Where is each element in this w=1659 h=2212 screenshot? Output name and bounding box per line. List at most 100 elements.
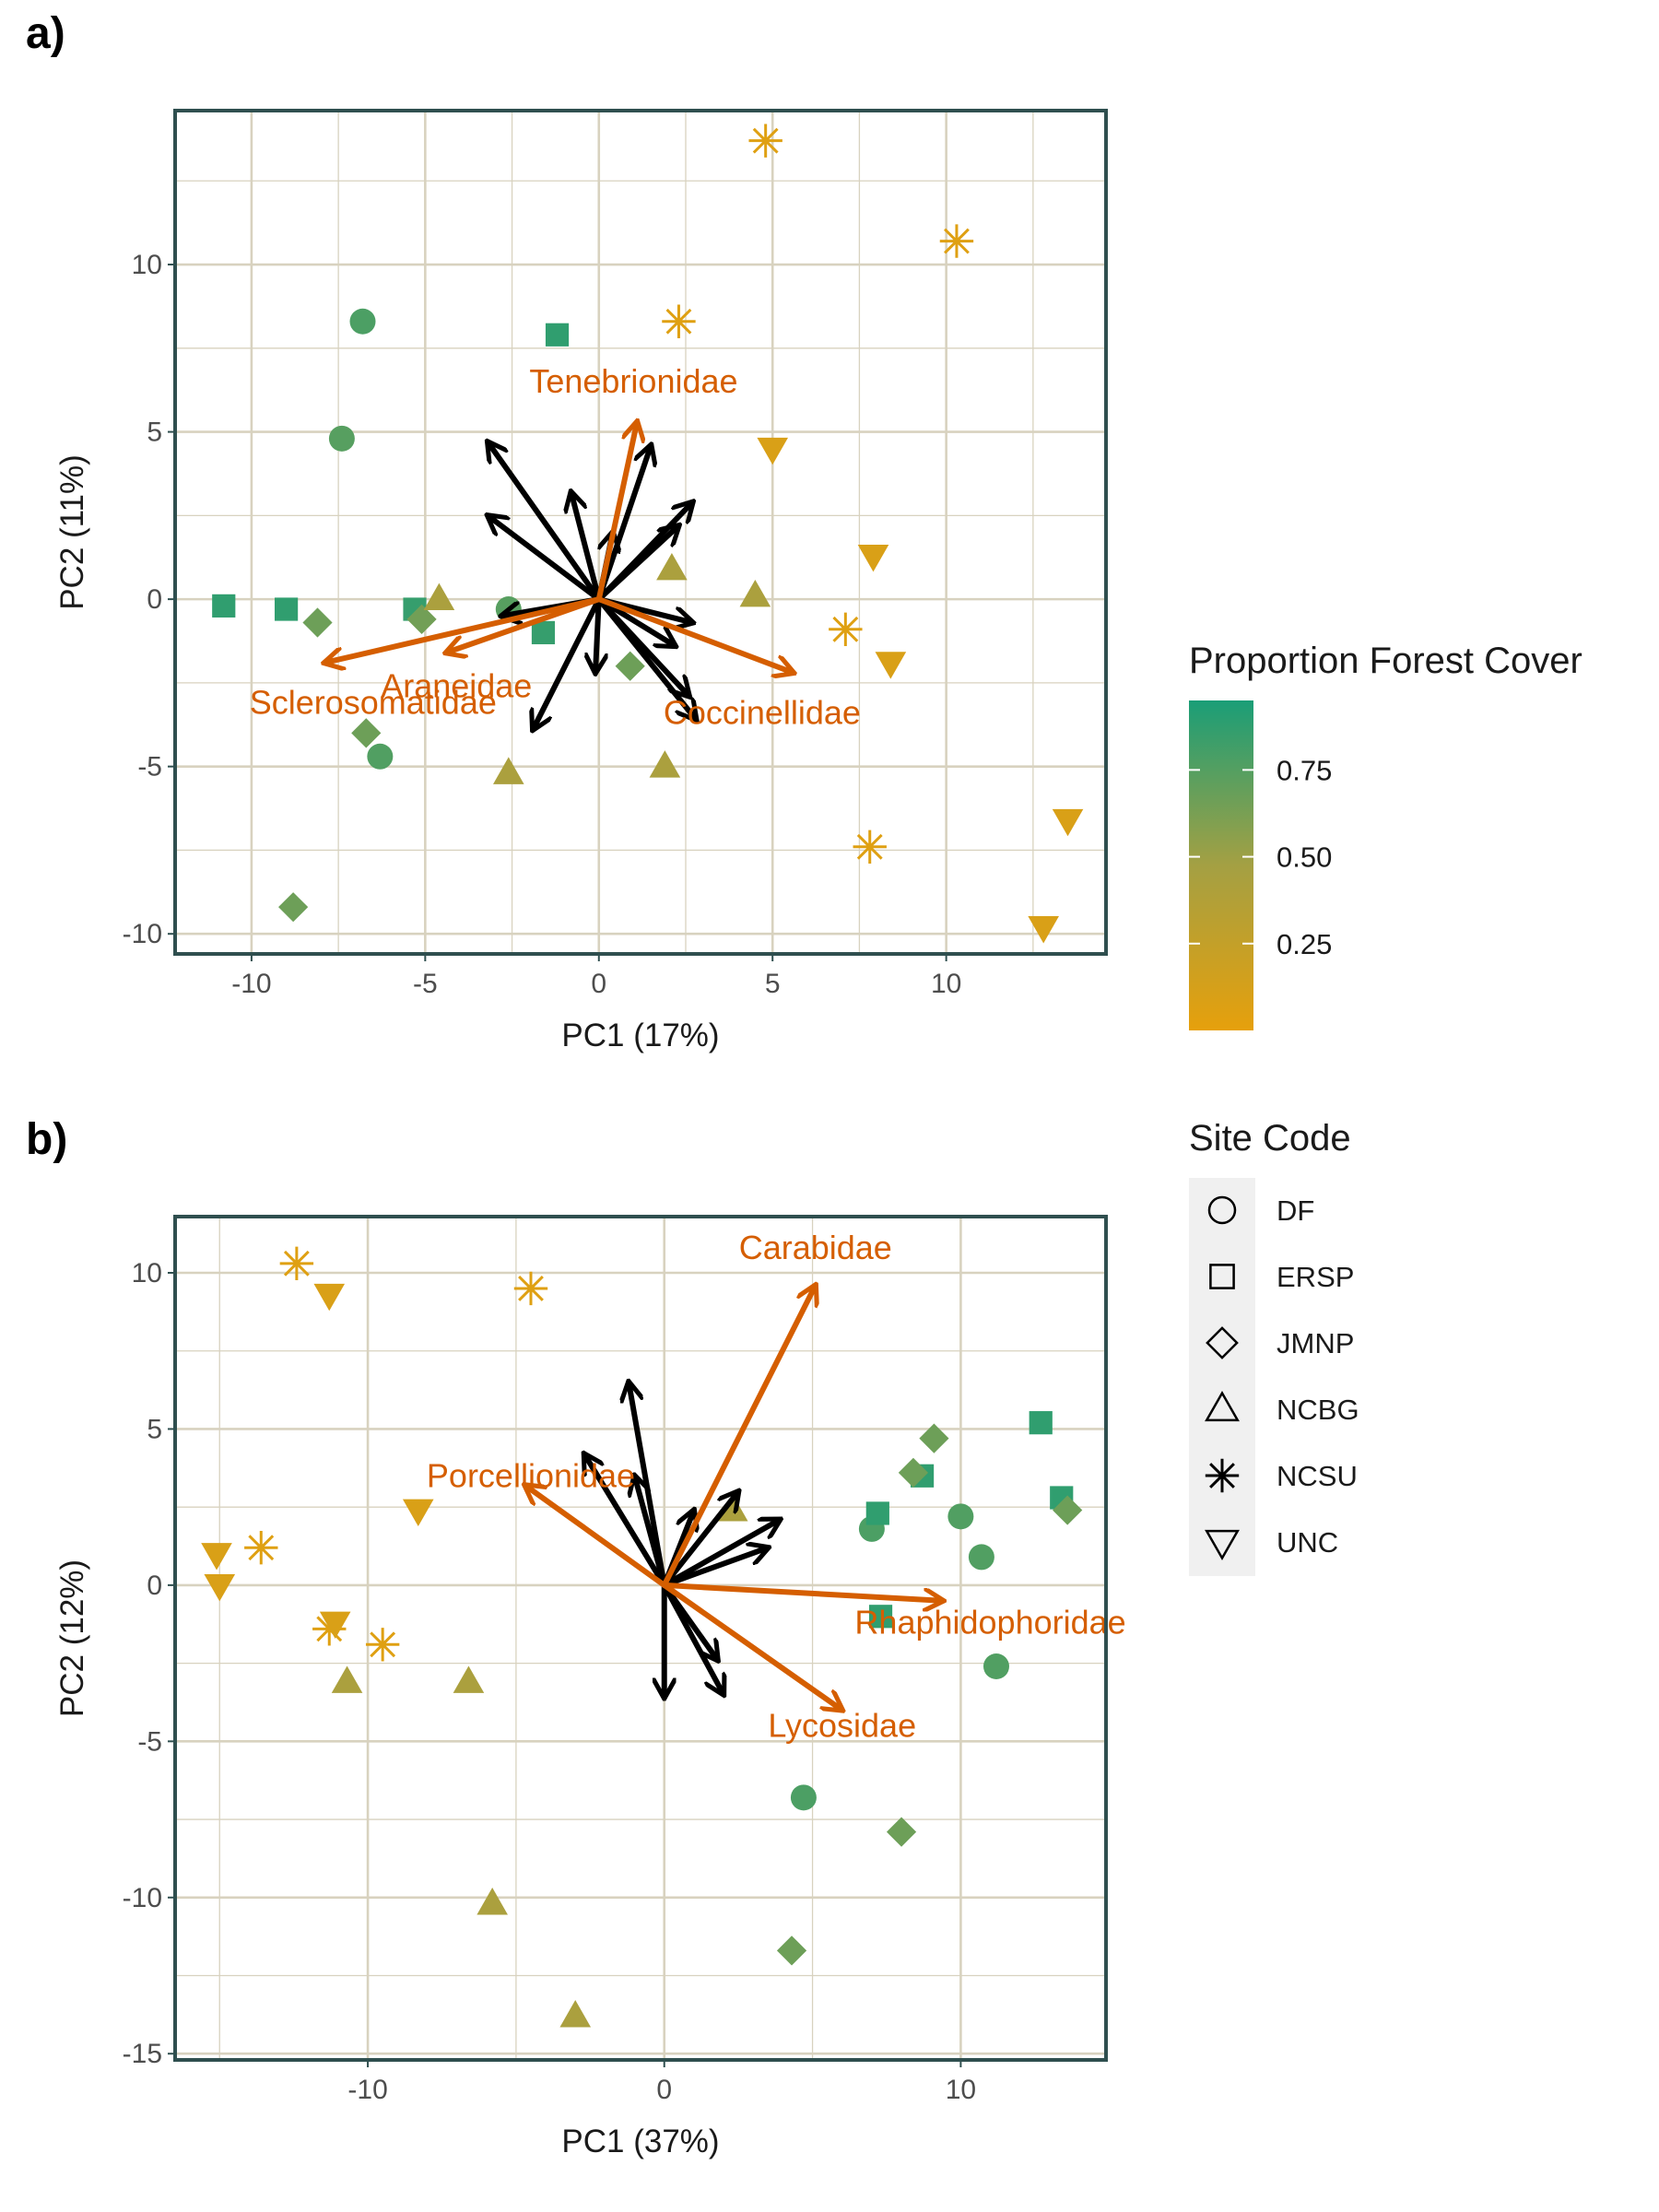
loading-arrow-rhaphidophoridae bbox=[661, 1582, 943, 1601]
y-tick-label: -5 bbox=[137, 752, 162, 782]
x-tick-label: -10 bbox=[231, 969, 271, 999]
family-vectors bbox=[584, 1382, 780, 1698]
shape-legend: Site Code DF ERSP JMNP NCBG NCSU UNC bbox=[1189, 1118, 1359, 1576]
point-jmnp bbox=[615, 651, 645, 681]
point-df bbox=[982, 1653, 1009, 1679]
vector-arrow bbox=[661, 1582, 718, 1660]
point-ncbg bbox=[331, 1665, 363, 1693]
x-tick-label: -5 bbox=[413, 969, 438, 999]
point-jmnp bbox=[898, 1457, 929, 1488]
y-tick-label: 5 bbox=[147, 1414, 162, 1444]
y-axis-title: PC2 (12%) bbox=[54, 1559, 90, 1717]
color-legend-ticks: 0.75 0.50 0.25 bbox=[1189, 754, 1332, 960]
shape-legend-items: DF ERSP JMNP NCBG NCSU UNC bbox=[1205, 1194, 1359, 1561]
vector-arrow bbox=[488, 515, 602, 603]
point-jmnp bbox=[278, 892, 309, 923]
color-legend: Proportion Forest Cover 0.75 0.50 0.25 bbox=[1189, 641, 1583, 1030]
points bbox=[212, 124, 1084, 944]
legend-item-ncsu: NCSU bbox=[1205, 1458, 1358, 1493]
point-ncsu bbox=[829, 612, 863, 646]
vector-arrow bbox=[595, 445, 652, 603]
point-ncsu bbox=[939, 224, 974, 258]
point-ncsu bbox=[312, 1612, 347, 1646]
point-ncbg bbox=[649, 750, 681, 778]
loading-arrow-lycosidae bbox=[661, 1582, 842, 1711]
point-jmnp bbox=[1053, 1495, 1083, 1525]
x-tick-label: 0 bbox=[656, 2075, 672, 2105]
point-unc bbox=[201, 1543, 232, 1571]
point-ncbg bbox=[423, 582, 455, 611]
circle-icon bbox=[1207, 1195, 1237, 1225]
x-tick-label: 5 bbox=[765, 969, 781, 999]
point-ncsu bbox=[748, 124, 782, 158]
vector-arrow bbox=[635, 1476, 667, 1588]
triangle-icon bbox=[1205, 1390, 1240, 1422]
grid bbox=[175, 111, 1106, 954]
point-ncbg bbox=[453, 1665, 485, 1693]
x-tick-label: 0 bbox=[591, 969, 606, 999]
loading-label-porcellionidae: Porcellionidae bbox=[427, 1456, 635, 1494]
point-df bbox=[790, 1784, 817, 1811]
grid bbox=[175, 1217, 1106, 2060]
triangle-down-icon bbox=[1205, 1529, 1240, 1561]
vector-arrow bbox=[595, 596, 599, 673]
point-df bbox=[367, 743, 394, 770]
legend-item-unc: UNC bbox=[1205, 1526, 1338, 1561]
panel-border bbox=[173, 109, 1108, 956]
y-tick-label: 0 bbox=[147, 584, 162, 615]
loading-arrow-araneidae bbox=[446, 596, 602, 653]
color-tick-label: 0.25 bbox=[1277, 928, 1332, 960]
point-jmnp bbox=[351, 718, 382, 748]
point-ncbg bbox=[559, 2000, 592, 2028]
x-tick-label: -10 bbox=[347, 2075, 387, 2105]
point-unc bbox=[857, 545, 889, 572]
point-ersp bbox=[865, 1501, 889, 1525]
loading-label-carabidae: Carabidae bbox=[739, 1229, 892, 1266]
panel-tag: b) bbox=[26, 1115, 67, 1164]
color-legend-bar bbox=[1189, 700, 1253, 1030]
y-tick-label: -15 bbox=[123, 2039, 162, 2069]
square-icon bbox=[1209, 1264, 1235, 1289]
vector-arrow bbox=[488, 441, 602, 603]
loading-arrow-tenebrionidae bbox=[595, 422, 637, 603]
shape-legend-key-background bbox=[1189, 1178, 1255, 1576]
vector-arrow bbox=[661, 1547, 769, 1588]
loading-label-coccinellidae: Coccinellidae bbox=[664, 694, 861, 732]
loading-label-sclerosomatidae: Sclerosomatidae bbox=[250, 684, 497, 722]
y-axis-title: PC2 (11%) bbox=[54, 454, 90, 610]
legend-label-df: DF bbox=[1277, 1194, 1314, 1227]
y-tick-label: 0 bbox=[147, 1571, 162, 1601]
panel-border bbox=[173, 1215, 1108, 2062]
vector-arrow bbox=[661, 1520, 780, 1588]
vector-arrow bbox=[595, 525, 679, 603]
legend-label-ncbg: NCBG bbox=[1277, 1394, 1359, 1426]
vector-arrow bbox=[571, 492, 602, 603]
legend-label-ncsu: NCSU bbox=[1277, 1460, 1358, 1492]
point-ersp bbox=[212, 594, 236, 618]
legend-item-jmnp: JMNP bbox=[1206, 1326, 1354, 1359]
panel-tag: a) bbox=[26, 9, 65, 58]
point-ersp bbox=[868, 1605, 893, 1629]
point-ersp bbox=[1029, 1411, 1053, 1435]
loading-arrow-porcellionidae bbox=[525, 1485, 667, 1588]
loading-arrow-carabidae bbox=[661, 1286, 816, 1588]
y-tick-label: 5 bbox=[147, 418, 162, 448]
y-tick-label: -5 bbox=[137, 1726, 162, 1757]
point-ersp bbox=[274, 597, 299, 621]
color-tick-label: 0.50 bbox=[1277, 841, 1332, 874]
color-legend-title: Proportion Forest Cover bbox=[1189, 641, 1583, 681]
asterisk-icon bbox=[1205, 1458, 1240, 1493]
point-df bbox=[947, 1503, 974, 1530]
vector-arrow bbox=[595, 596, 697, 720]
vector-arrow bbox=[584, 1454, 667, 1588]
loading-arrow-sclerosomatidae bbox=[324, 596, 602, 663]
y-tick-label: -10 bbox=[123, 1883, 162, 1913]
point-ersp bbox=[545, 323, 570, 347]
legend-item-ncbg: NCBG bbox=[1205, 1390, 1359, 1426]
legend-label-ersp: ERSP bbox=[1277, 1261, 1354, 1293]
point-unc bbox=[1028, 916, 1059, 944]
point-jmnp bbox=[776, 1936, 807, 1966]
loading-arrow-coccinellidae bbox=[595, 596, 794, 673]
loading-label-araneidae: Araneidae bbox=[381, 667, 532, 705]
point-jmnp bbox=[406, 604, 437, 635]
